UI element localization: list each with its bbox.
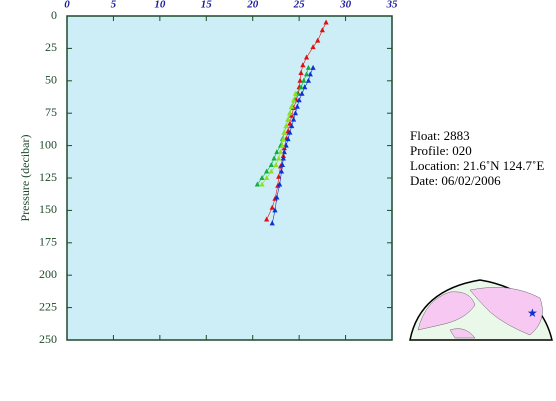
data-point [277, 149, 284, 155]
data-point [276, 173, 282, 179]
data-point [271, 155, 277, 161]
data-point [296, 97, 302, 103]
data-point [298, 84, 304, 90]
data-point [297, 77, 303, 83]
data-point [279, 162, 286, 168]
data-point [289, 103, 295, 109]
data-point [283, 142, 289, 148]
data-point [305, 64, 312, 70]
data-point [323, 19, 329, 25]
data-point [298, 70, 304, 76]
x-tick-label: 35 [386, 0, 399, 11]
data-point [292, 110, 299, 116]
float-id: Float: 2883 [410, 128, 470, 143]
data-point [302, 84, 308, 90]
data-point [274, 149, 280, 155]
y-tick-label: 150 [39, 202, 57, 216]
y-tick-label: 50 [45, 73, 57, 87]
y-tick-label: 25 [45, 40, 57, 54]
data-point [273, 162, 279, 168]
data-point [289, 123, 295, 129]
data-point [276, 155, 282, 161]
data-point [303, 71, 310, 77]
data-point [264, 168, 270, 174]
data-point [272, 207, 278, 213]
data-point [283, 123, 289, 129]
y-tick-label: 125 [39, 170, 57, 184]
data-point [281, 149, 287, 155]
data-point [310, 44, 316, 50]
y-tick-label: 0 [51, 8, 57, 22]
x-tick-label: 5 [111, 0, 117, 11]
plot-area [66, 15, 393, 341]
data-point [292, 90, 299, 96]
y-tick-label: 75 [45, 105, 57, 119]
y-axis-label: Pressure (decibar) [18, 135, 32, 222]
data-point [315, 37, 321, 43]
data-point [290, 116, 297, 122]
data-point [310, 64, 316, 70]
x-tick-label: 25 [293, 0, 306, 11]
data-point [287, 129, 293, 135]
data-point [280, 136, 286, 142]
data-point [280, 155, 286, 161]
data-point [264, 175, 270, 180]
data-point [290, 97, 297, 103]
y-tick-label: 175 [39, 235, 57, 249]
data-point [259, 175, 265, 180]
locator-map: ★ [409, 279, 553, 341]
data-point [274, 194, 280, 200]
y-tick-label: 100 [39, 137, 57, 151]
data-point [254, 181, 260, 187]
data-point [289, 112, 295, 118]
data-point [281, 129, 287, 135]
data-point [264, 216, 270, 222]
data-point [285, 136, 291, 142]
data-point [279, 142, 286, 148]
profile-id: Profile: 020 [410, 143, 472, 158]
data-point [303, 54, 310, 60]
x-tick-label: 20 [246, 0, 259, 11]
data-point [301, 77, 307, 83]
x-tick-label: 10 [154, 0, 166, 11]
data-point [269, 204, 275, 210]
data-point [300, 62, 306, 68]
data-point [281, 145, 287, 151]
y-tick-label: 200 [39, 267, 57, 281]
x-tick-label: 0 [64, 0, 70, 11]
data-point [277, 181, 283, 187]
data-point [319, 27, 325, 33]
date: Date: 06/02/2006 [410, 173, 501, 188]
data-point [305, 77, 312, 83]
y-tick-label: 250 [39, 332, 57, 346]
data-point [280, 152, 286, 158]
data-point [307, 71, 313, 77]
data-point [294, 103, 300, 109]
x-tick-label: 30 [339, 0, 352, 11]
data-point [278, 168, 285, 174]
data-point [268, 168, 274, 174]
data-point [269, 220, 275, 226]
x-tick-label: 15 [201, 0, 213, 11]
float-marker: ★ [527, 306, 538, 320]
data-point [268, 162, 274, 168]
location: Location: 21.6˚N 124.7˚E [410, 158, 544, 173]
data-point [299, 90, 305, 96]
data-point [287, 110, 293, 116]
y-tick-label: 225 [39, 299, 57, 313]
data-point [259, 181, 265, 187]
data-point [285, 116, 291, 122]
